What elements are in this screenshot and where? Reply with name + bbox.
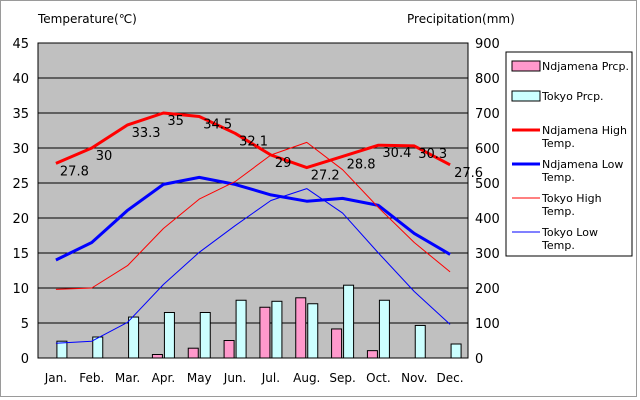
plot-area <box>37 42 469 359</box>
y-left-tick-label: 40 <box>12 72 29 87</box>
y-left-tick-label: 0 <box>21 352 29 367</box>
legend-label: Ndjamena Low <box>542 158 623 171</box>
data-label: 30 <box>96 149 113 164</box>
x-tick-label: Jul. <box>261 371 280 385</box>
x-tick-label: Jan. <box>44 371 67 385</box>
x-tick-label: May <box>187 371 212 385</box>
precip-bar <box>259 306 271 359</box>
legend-label: Tokyo Low <box>541 226 598 239</box>
precip-bar <box>199 312 211 359</box>
y-left-tick-label: 20 <box>12 212 29 227</box>
y-left-tick-label: 5 <box>21 317 29 332</box>
x-tick-label: Sep. <box>329 371 355 385</box>
x-tick-label: Oct. <box>366 371 391 385</box>
y-right-tick-label: 700 <box>475 107 500 122</box>
precip-bar <box>128 316 140 359</box>
y-left-tick-label: 10 <box>12 282 29 297</box>
legend-label: Tokyo Prcp. <box>541 90 604 103</box>
data-label: 30.4 <box>382 146 411 161</box>
temp-line <box>55 141 451 290</box>
x-tick-label: Mar. <box>115 371 140 385</box>
precip-bar <box>92 336 104 359</box>
precip-bar <box>343 284 355 359</box>
y-right-tick-label: 400 <box>475 212 500 227</box>
precip-bar <box>223 340 235 359</box>
data-label: 27.2 <box>311 169 340 184</box>
legend-label: Tokyo High <box>541 192 602 205</box>
y-left-tick-label: 15 <box>12 247 29 262</box>
x-tick-label: Nov. <box>401 371 427 385</box>
left-axis-title: Temperature(℃) <box>38 12 137 26</box>
precip-bar <box>366 350 378 359</box>
precip-bar <box>163 312 175 359</box>
y-left-tick-label: 25 <box>12 177 29 192</box>
precip-bar <box>307 303 319 359</box>
x-tick-label: Dec. <box>437 371 464 385</box>
legend-label: Temp. <box>541 171 575 184</box>
precip-bar <box>56 340 68 359</box>
y-right-tick-label: 600 <box>475 142 500 157</box>
y-left-tick-label: 35 <box>12 107 29 122</box>
temp-line <box>55 111 451 170</box>
x-tick-label: Apr. <box>152 371 175 385</box>
legend-label: Temp. <box>541 239 575 252</box>
y-right-tick-label: 300 <box>475 247 500 262</box>
precip-bar <box>151 354 163 359</box>
data-label: 27.6 <box>454 166 483 181</box>
data-label: 35 <box>167 114 184 129</box>
legend-label: Ndjamena Prcp. <box>542 60 629 73</box>
data-label: 27.8 <box>60 164 89 179</box>
y-right-tick-label: 500 <box>475 177 500 192</box>
legend-swatch <box>511 60 541 72</box>
legend-label: Temp. <box>541 205 575 218</box>
temp-line <box>55 175 451 262</box>
data-label: 34.5 <box>203 118 232 133</box>
legend-label: Ndjamena High <box>542 124 627 137</box>
x-tick-label: Aug. <box>293 371 320 385</box>
x-tick-label: Feb. <box>79 371 104 385</box>
data-label: 32.1 <box>239 134 268 149</box>
precip-bar <box>378 299 390 359</box>
legend-box <box>505 51 633 257</box>
data-label: 29 <box>275 156 292 171</box>
y-right-tick-label: 800 <box>475 72 500 87</box>
y-left-tick-label: 45 <box>12 37 29 52</box>
x-tick-label: Jun. <box>223 371 247 385</box>
legend-swatch <box>511 90 541 102</box>
precip-bar <box>331 328 343 359</box>
right-axis-title: Precipitation(mm) <box>407 12 515 26</box>
precip-bar <box>450 343 462 359</box>
precip-bar <box>414 324 426 359</box>
temp-line <box>55 188 451 344</box>
precip-bar <box>295 297 307 359</box>
data-label: 30.3 <box>418 147 447 162</box>
y-right-tick-label: 100 <box>475 317 500 332</box>
y-right-tick-label: 0 <box>475 352 483 367</box>
precip-bar <box>271 300 283 359</box>
y-left-tick-label: 30 <box>12 142 29 157</box>
y-right-tick-label: 200 <box>475 282 500 297</box>
precip-bar <box>235 299 247 359</box>
legend-label: Temp. <box>541 137 575 150</box>
data-label: 28.8 <box>347 157 376 172</box>
data-label: 33.3 <box>132 126 161 141</box>
y-right-tick-label: 900 <box>475 37 500 52</box>
precip-bar <box>187 347 199 359</box>
